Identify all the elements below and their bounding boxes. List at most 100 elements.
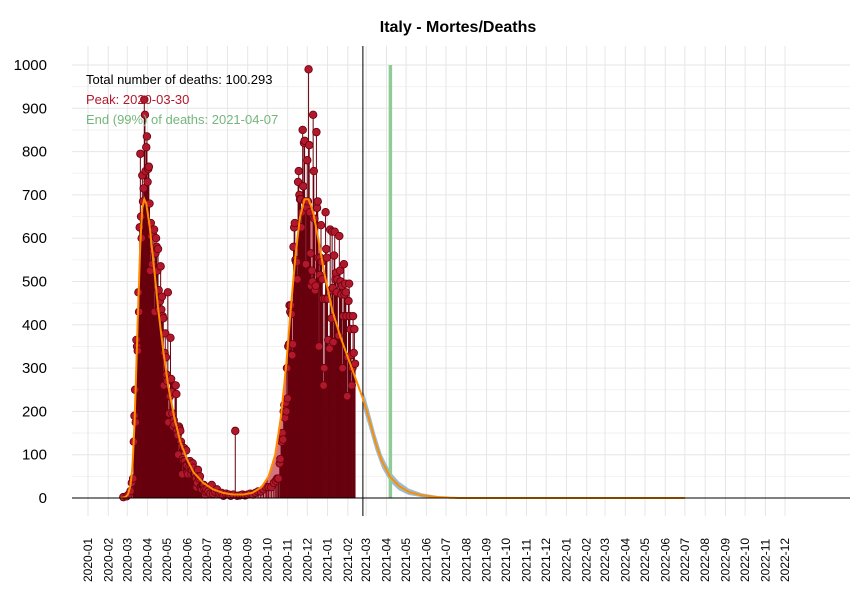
daily-point (314, 342, 324, 351)
daily-point (298, 125, 307, 135)
daily-point (131, 418, 140, 427)
x-tick-label: 2022-05 (638, 538, 652, 582)
daily-point (309, 166, 319, 176)
daily-point (321, 208, 330, 217)
y-tick-label: 400 (22, 317, 47, 334)
daily-point (329, 337, 338, 347)
x-tick-label: 2020-10 (260, 538, 274, 582)
daily-point (316, 221, 326, 230)
x-tick-label: 2021-09 (480, 538, 494, 582)
daily-point (299, 182, 308, 191)
x-tick-label: 2022-06 (658, 538, 672, 582)
x-tick-label: 2021-08 (459, 538, 473, 582)
daily-point (156, 262, 165, 271)
daily-point (322, 253, 332, 262)
chart-title: Italy - Mortes/Deaths (380, 19, 537, 36)
annotation-peak: Peak: 2020-03-30 (86, 92, 189, 107)
x-tick-label: 2020-08 (220, 538, 234, 582)
x-tick-label: 2020-11 (281, 539, 295, 582)
x-tick-label: 2022-08 (698, 538, 712, 582)
x-tick-label: 2021-05 (399, 538, 413, 582)
daily-point (288, 350, 297, 360)
daily-point (231, 426, 240, 436)
x-tick-label: 2020-05 (160, 538, 174, 582)
daily-point (304, 65, 313, 74)
daily-point (329, 251, 339, 260)
daily-point (282, 407, 291, 416)
daily-point (171, 381, 180, 390)
daily-point (311, 281, 320, 291)
daily-point (140, 95, 149, 104)
daily-point (293, 275, 302, 284)
x-tick-label: 2020-02 (101, 538, 115, 582)
daily-point (320, 363, 329, 373)
y-tick-label: 200 (22, 403, 47, 420)
daily-point (157, 292, 167, 301)
x-tick-label: 2022-01 (559, 538, 573, 582)
daily-point (290, 218, 300, 228)
x-tick-label: 2022-04 (618, 538, 632, 582)
daily-point (288, 340, 298, 349)
daily-point (319, 381, 328, 390)
daily-point (153, 244, 163, 254)
x-tick-label: 2021-11 (520, 539, 534, 582)
daily-point (349, 348, 358, 358)
daily-point (307, 266, 317, 275)
daily-point (151, 233, 161, 243)
reference-lines (362, 46, 393, 516)
x-tick-label: 2022-11 (758, 539, 772, 582)
x-tick-label: 2022-02 (580, 538, 594, 582)
x-tick-label: 2020-04 (141, 538, 155, 582)
daily-point (312, 127, 321, 137)
x-tick-label: 2021-04 (379, 538, 393, 582)
daily-point (142, 143, 151, 152)
daily-point (306, 249, 315, 258)
x-tick-label: 2021-10 (499, 538, 513, 582)
daily-point (322, 244, 331, 254)
y-tick-label: 1000 (14, 57, 47, 74)
x-tick-label: 2021-06 (419, 538, 433, 582)
x-tick-label: 2022-09 (718, 538, 732, 582)
daily-point (163, 288, 173, 297)
y-tick-label: 300 (22, 360, 47, 377)
x-tick-labels: 2020-01 2020-02 2020-03 2020-04 2020-05 2020-… (81, 538, 792, 582)
daily-point (149, 225, 159, 234)
daily-point (344, 279, 354, 288)
daily-point (143, 177, 152, 187)
x-tick-label: 2022-12 (778, 538, 792, 582)
annotation-end: End (99%) of deaths: 2021-04-07 (86, 112, 278, 127)
y-tick-labels: 0 100 200 300 400 500 600 700 800 900 1000 (14, 57, 47, 507)
y-tick-label: 600 (22, 230, 47, 247)
x-tick-label: 2022-10 (738, 538, 752, 582)
daily-point (140, 110, 150, 119)
x-tick-label: 2020-01 (81, 538, 95, 582)
daily-point (341, 288, 351, 297)
daily-point (166, 333, 175, 342)
x-tick-label: 2020-06 (180, 538, 194, 582)
daily-point (339, 259, 349, 269)
x-tick-label: 2021-02 (341, 538, 355, 582)
x-tick-label: 2020-03 (120, 538, 134, 582)
y-tick-label: 900 (22, 100, 47, 117)
daily-point (144, 162, 154, 171)
daily-point (294, 166, 303, 176)
daily-point (338, 363, 347, 373)
daily-point (335, 266, 345, 275)
x-tick-label: 2020-07 (200, 538, 214, 582)
daily-point (342, 392, 352, 401)
daily-point (301, 259, 311, 269)
y-tick-label: 100 (22, 447, 47, 464)
daily-point (350, 324, 359, 334)
daily-point (347, 381, 356, 390)
daily-point (313, 197, 322, 206)
daily-point (139, 184, 148, 193)
daily-point (308, 110, 318, 119)
x-tick-label: 2021-03 (359, 538, 373, 582)
y-tick-label: 0 (39, 490, 47, 507)
daily-point (348, 311, 358, 321)
daily-point (335, 231, 344, 241)
daily-point (278, 435, 288, 444)
daily-point (274, 474, 283, 483)
daily-points (119, 65, 360, 502)
